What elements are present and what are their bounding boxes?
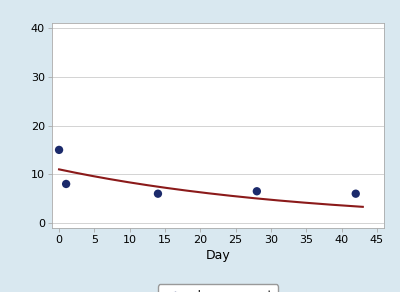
Point	[352, 191, 359, 196]
Point	[56, 147, 62, 152]
Point	[155, 191, 161, 196]
Legend: obs, est: obs, est	[158, 284, 278, 292]
X-axis label: Day: Day	[206, 249, 230, 262]
Point	[63, 182, 69, 186]
Point	[254, 189, 260, 194]
